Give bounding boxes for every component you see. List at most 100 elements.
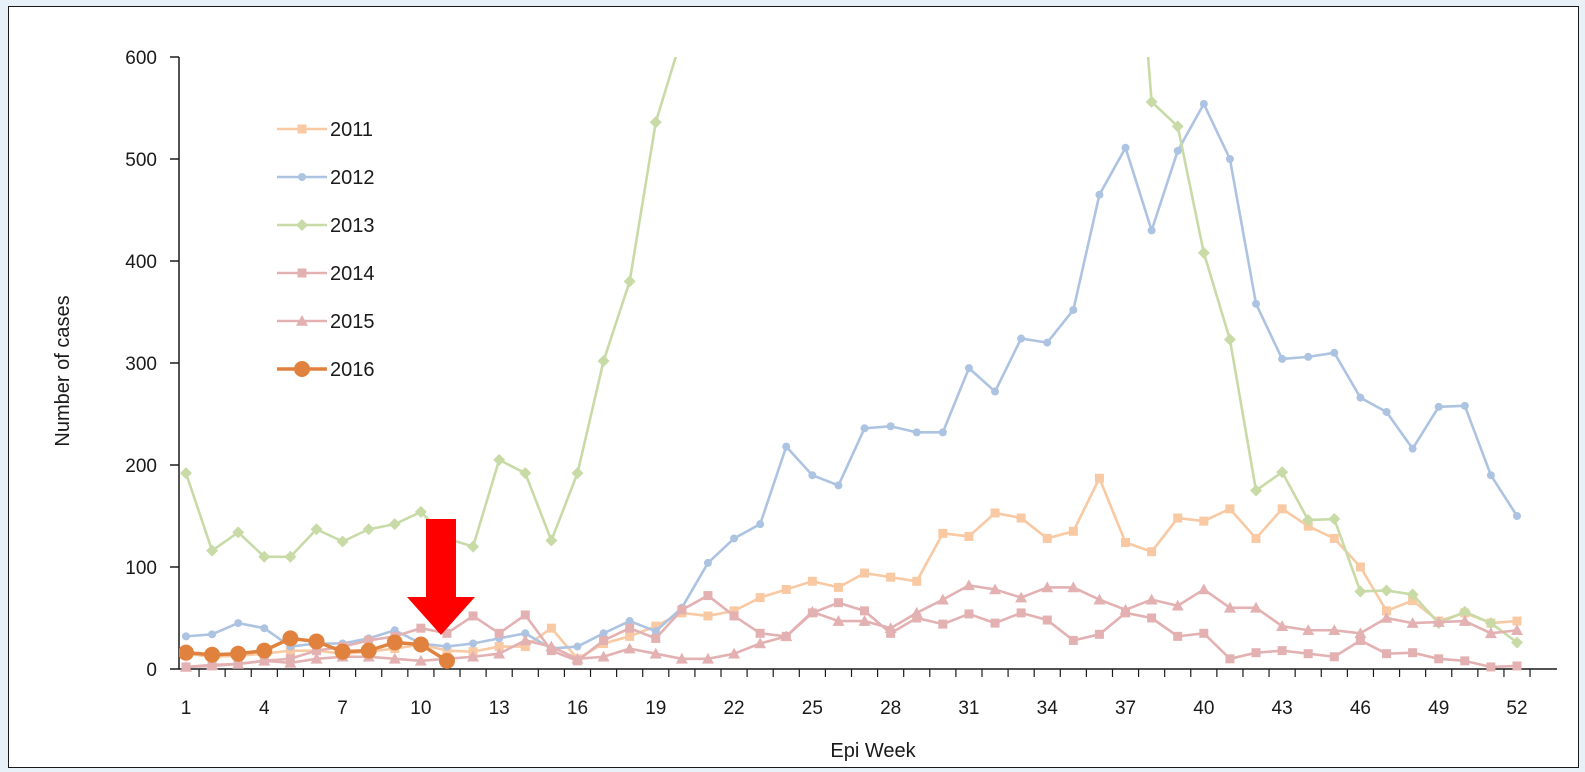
- data-point-2013: [493, 453, 506, 466]
- series-2013: [180, 57, 1523, 649]
- data-point-2013: [258, 550, 271, 563]
- data-point-2011: [1068, 526, 1078, 536]
- data-point-2014: [1382, 649, 1392, 659]
- data-point-2013: [597, 354, 610, 367]
- data-point-2012: [964, 364, 973, 373]
- data-point-2012: [442, 642, 451, 651]
- data-point-2012: [1121, 143, 1130, 152]
- legend-item-2012: 2012: [277, 167, 375, 189]
- data-point-2012: [808, 471, 817, 480]
- series-2016: [179, 630, 455, 669]
- data-point-2014: [416, 623, 426, 633]
- legend-item-2013: 2013: [277, 215, 375, 237]
- data-point-2011: [1094, 473, 1104, 483]
- data-point-2014: [625, 623, 635, 633]
- x-tick-label: 40: [1193, 698, 1214, 719]
- data-point-2011: [651, 621, 661, 631]
- data-point-2013: [1484, 617, 1497, 630]
- data-point-2014: [1042, 615, 1052, 625]
- chart-frame: 0 100 200 300 400 500 600 1 4 7 10 13 16 19 22 25 28 31 3…: [8, 6, 1579, 768]
- x-tick-label: 4: [259, 698, 270, 719]
- data-point-2013: [388, 518, 401, 531]
- data-point-2015: [284, 656, 297, 668]
- x-axis-ticks: 1 4 7 10 13 16 19 22 25 28 31 34 37 40 43 46 49 52: [181, 669, 1531, 719]
- series-line-2014: [185, 594, 1518, 669]
- x-axis-title: Epi Week: [830, 740, 916, 762]
- data-point-2011: [912, 576, 922, 586]
- series-line-2013: [184, 57, 1518, 644]
- legend-marker: [298, 173, 306, 181]
- x-tick-label: 19: [645, 698, 666, 719]
- data-point-2011: [520, 642, 530, 652]
- data-point-2014: [677, 605, 687, 615]
- data-point-2013: [545, 534, 558, 547]
- data-point-2015: [675, 652, 688, 664]
- x-tick-label: 10: [410, 698, 431, 719]
- data-point-2011: [285, 646, 295, 656]
- data-point-2015: [1302, 624, 1315, 636]
- data-point-2012: [1486, 471, 1495, 480]
- x-tick-label: 16: [567, 698, 588, 719]
- data-point-2015: [649, 647, 662, 659]
- series-2015: [180, 579, 1523, 672]
- data-point-2011: [807, 576, 817, 586]
- data-point-2015: [858, 615, 871, 626]
- data-point-2014: [1486, 662, 1496, 672]
- data-point-2015: [1171, 599, 1184, 611]
- series-2012: [182, 99, 1521, 653]
- chart-series: [179, 57, 1523, 672]
- data-point-2015: [1041, 581, 1054, 593]
- series-line-2015: [185, 584, 1518, 669]
- data-point-2015: [1511, 624, 1523, 636]
- data-point-2014: [1094, 629, 1104, 639]
- legend-label: 2014: [330, 263, 375, 285]
- data-point-2013: [310, 523, 323, 536]
- data-point-2011: [938, 528, 948, 538]
- data-point-2011: [860, 568, 870, 578]
- data-point-2012: [1408, 444, 1417, 453]
- data-point-2013: [180, 467, 192, 480]
- data-point-2016: [204, 646, 221, 663]
- data-point-2012: [1095, 190, 1104, 199]
- data-point-2013: [1302, 514, 1315, 527]
- data-point-2011: [755, 593, 765, 603]
- legend-item-2016: 2016: [277, 359, 375, 381]
- data-point-2012: [1434, 402, 1443, 411]
- data-point-2014: [1251, 648, 1261, 658]
- data-point-2013: [623, 275, 636, 288]
- data-point-2012: [991, 387, 1000, 396]
- data-point-2014: [442, 628, 452, 638]
- data-point-2014: [1329, 652, 1339, 662]
- legend-label: 2012: [330, 167, 375, 189]
- data-point-2015: [1067, 581, 1080, 593]
- data-point-2014: [833, 598, 843, 608]
- data-point-2015: [180, 660, 192, 672]
- data-point-2012: [912, 428, 921, 437]
- data-point-2013: [519, 467, 532, 480]
- data-point-2015: [936, 593, 949, 605]
- data-point-2012: [860, 424, 869, 433]
- data-point-2012: [1513, 512, 1521, 520]
- data-point-2011: [1225, 504, 1235, 514]
- data-point-2011: [964, 531, 974, 541]
- data-point-2014: [1408, 648, 1418, 658]
- data-point-2015: [910, 606, 923, 618]
- data-point-2011: [886, 572, 896, 582]
- data-point-2011: [494, 642, 504, 652]
- data-point-2015: [571, 652, 584, 664]
- data-point-2012: [1252, 299, 1261, 308]
- data-point-2012: [1069, 305, 1078, 314]
- x-tick-label: 22: [723, 698, 744, 719]
- data-point-2012: [1356, 393, 1365, 402]
- data-point-2014: [860, 606, 870, 616]
- data-point-2015: [832, 615, 845, 626]
- legend-marker: [297, 268, 307, 278]
- data-point-2015: [701, 652, 714, 664]
- data-point-2011: [1303, 521, 1313, 531]
- data-point-2013: [336, 535, 349, 548]
- legend-label: 2011: [330, 119, 373, 141]
- data-point-2014: [1068, 635, 1078, 645]
- data-point-2014: [468, 611, 478, 621]
- legend-label: 2013: [330, 215, 375, 237]
- data-point-2012: [782, 442, 791, 451]
